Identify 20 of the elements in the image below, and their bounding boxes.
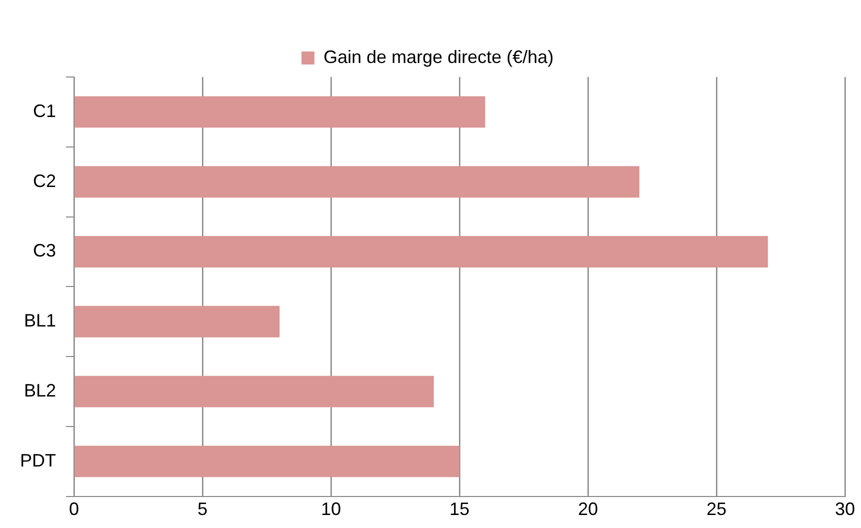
x-tick-label: 10 (320, 499, 342, 520)
x-tick-label: 25 (706, 499, 727, 520)
y-tick-label: C2 (32, 170, 56, 191)
x-tick-label: 15 (449, 499, 470, 520)
bar (74, 446, 460, 478)
x-tick-label: 5 (197, 499, 208, 520)
bar (74, 166, 640, 198)
y-tick-label: BL1 (24, 310, 56, 331)
bar (74, 306, 280, 338)
y-tick-label: BL2 (24, 380, 56, 401)
x-tick-label: 20 (578, 499, 598, 520)
y-tick-label: PDT (20, 450, 56, 470)
legend-label: Gain de marge directe (€/ha) (323, 46, 554, 67)
x-tick-label: 30 (834, 499, 856, 520)
x-tick-label: 0 (68, 499, 80, 520)
bar (74, 236, 768, 268)
bar (74, 376, 434, 408)
y-tick-label: C3 (32, 240, 56, 261)
y-tick-label: C1 (32, 100, 56, 121)
bar (74, 96, 486, 128)
